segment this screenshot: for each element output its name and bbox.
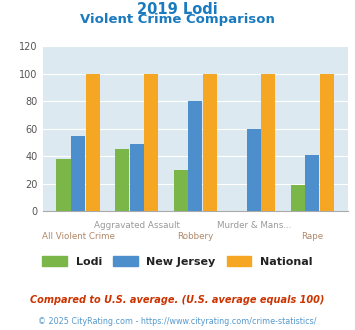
Bar	[86, 74, 100, 211]
Bar	[56, 159, 71, 211]
Bar	[261, 74, 275, 211]
Bar	[320, 74, 334, 211]
Bar	[174, 170, 188, 211]
Text: Murder & Mans...: Murder & Mans...	[217, 221, 291, 230]
Bar	[115, 149, 129, 211]
Bar	[130, 144, 144, 211]
Bar	[188, 101, 202, 211]
Text: © 2025 CityRating.com - https://www.cityrating.com/crime-statistics/: © 2025 CityRating.com - https://www.city…	[38, 317, 317, 326]
Bar	[291, 185, 305, 211]
Text: Compared to U.S. average. (U.S. average equals 100): Compared to U.S. average. (U.S. average …	[30, 295, 325, 305]
Bar	[305, 155, 320, 211]
Text: 2019 Lodi: 2019 Lodi	[137, 2, 218, 16]
Bar	[203, 74, 217, 211]
Bar	[71, 136, 85, 211]
Bar	[247, 129, 261, 211]
Text: Violent Crime Comparison: Violent Crime Comparison	[80, 13, 275, 26]
Text: Rape: Rape	[301, 232, 323, 241]
Text: All Violent Crime: All Violent Crime	[42, 232, 115, 241]
Text: Robbery: Robbery	[177, 232, 213, 241]
Legend: Lodi, New Jersey, National: Lodi, New Jersey, National	[42, 255, 313, 267]
Text: Aggravated Assault: Aggravated Assault	[94, 221, 180, 230]
Bar	[144, 74, 158, 211]
